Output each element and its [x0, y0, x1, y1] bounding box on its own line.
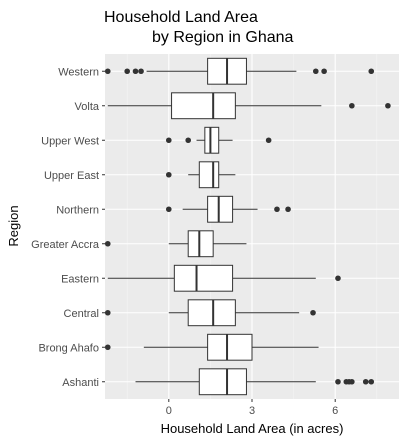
outlier-point [104, 309, 111, 316]
y-tick-label: Eastern [61, 273, 99, 285]
iqr-box [187, 299, 236, 327]
outlier-point [321, 68, 327, 75]
iqr-box [187, 230, 214, 258]
outlier-point [385, 102, 391, 109]
y-tick-labels: Western Volta Upper West Upper East Northern… [31, 66, 105, 389]
y-tick-label: Central [64, 308, 99, 320]
y-tick-label: Ashanti [62, 377, 99, 389]
iqr-box [207, 333, 253, 361]
box-western [104, 57, 375, 85]
y-tick-label: Volta [75, 101, 100, 113]
iqr-box [198, 368, 247, 396]
iqr-box [207, 195, 234, 223]
box-brong-ahafo [104, 333, 319, 361]
y-axis-title: Region [6, 205, 21, 246]
outlier-point [335, 378, 341, 385]
box-upper-west [165, 126, 272, 154]
outlier-point [165, 171, 172, 178]
outlier-point [104, 344, 111, 351]
outlier-point [274, 206, 280, 213]
outlier-point [312, 68, 319, 75]
y-tick-label: Northern [56, 204, 99, 216]
outlier-point [124, 68, 130, 75]
iqr-box [204, 126, 220, 154]
box-central [104, 299, 316, 327]
outlier-point [138, 68, 144, 75]
outlier-point [165, 206, 172, 213]
x-tick-label: 3 [249, 405, 255, 417]
chart-title-line-1: Household Land Area [104, 9, 258, 26]
box-layer [104, 57, 391, 396]
outlier-point [310, 309, 316, 316]
box-northern [165, 195, 291, 223]
iqr-box [171, 92, 236, 120]
outlier-point [349, 102, 355, 109]
box-upper-east [165, 161, 236, 189]
outlier-point [368, 68, 375, 75]
outlier-point [368, 378, 375, 385]
box-eastern [107, 264, 341, 292]
outlier-point [362, 378, 369, 385]
x-tick-label: 0 [166, 405, 172, 417]
outlier-point [104, 240, 111, 247]
y-tick-label: Greater Accra [31, 239, 100, 251]
chart-title: Household Land Area by Region in Ghana [104, 9, 294, 46]
outlier-point [335, 275, 341, 282]
outlier-point [132, 68, 139, 75]
x-tick-label: 6 [332, 405, 338, 417]
box-ashanti [135, 368, 375, 396]
y-tick-label: Western [58, 66, 99, 78]
y-tick-label: Upper East [44, 170, 99, 182]
outlier-point [104, 68, 111, 75]
chart-title-line-2: by Region in Ghana [152, 29, 294, 46]
x-tick-labels: 0 3 6 [166, 399, 338, 417]
y-tick-label: Brong Ahafo [38, 342, 99, 354]
outlier-point [165, 137, 172, 144]
box-volta [107, 92, 391, 120]
x-axis-title: Household Land Area (in acres) [161, 421, 344, 436]
outlier-point [346, 378, 352, 385]
box-greater-accra [104, 230, 247, 258]
y-tick-label: Upper West [41, 135, 99, 147]
outlier-point [185, 137, 192, 144]
outlier-point [265, 137, 272, 144]
iqr-box [173, 264, 234, 292]
outlier-point [285, 206, 291, 213]
iqr-box [198, 161, 220, 189]
